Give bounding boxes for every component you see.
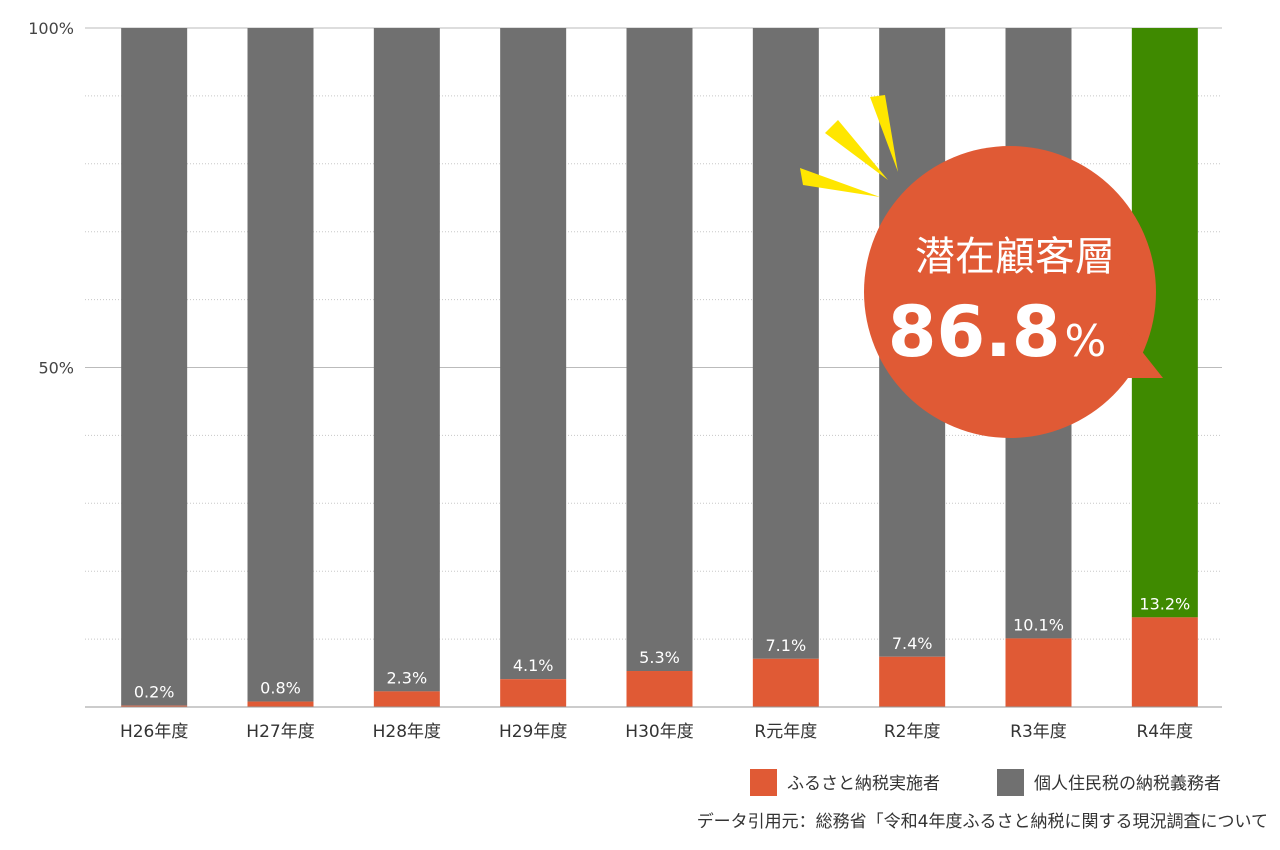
callout-title: 潜在顧客層 bbox=[915, 234, 1115, 280]
bar-segment-furusato bbox=[752, 658, 819, 707]
bar-segment-taxpayers bbox=[121, 28, 188, 706]
x-tick-label: R元年度 bbox=[754, 722, 817, 742]
callout-number: 86.8 bbox=[888, 291, 1061, 373]
legend: ふるさと納税実施者 個人住民税の納税義務者 bbox=[750, 769, 1221, 796]
data-label: 0.2% bbox=[134, 683, 175, 702]
data-label: 7.1% bbox=[766, 636, 807, 655]
x-tick-label: H28年度 bbox=[373, 722, 441, 742]
legend-swatch-furusato bbox=[750, 769, 777, 796]
data-label: 2.3% bbox=[387, 668, 428, 687]
spark-ray-3 bbox=[800, 168, 880, 197]
x-tick-label: H30年度 bbox=[625, 722, 693, 742]
bar-segment-taxpayers bbox=[626, 28, 693, 672]
x-tick-label: R2年度 bbox=[884, 722, 941, 742]
bars: 0.2% 0.8% 2.3% 4.1% 5.3% 7.1% 7.4% 10.1% 13.2% bbox=[121, 28, 1198, 707]
legend-label-furusato: ふるさと納税実施者 bbox=[787, 774, 940, 794]
x-tick-label: H26年度 bbox=[120, 722, 188, 742]
data-label: 10.1% bbox=[1013, 615, 1064, 634]
bar-segment-furusato bbox=[1131, 617, 1198, 707]
data-label: 5.3% bbox=[639, 648, 680, 667]
y-tick-label: 50% bbox=[38, 359, 74, 378]
bar-segment-furusato bbox=[879, 656, 946, 707]
bar-segment-furusato bbox=[247, 701, 314, 707]
bar-segment-furusato bbox=[121, 705, 188, 707]
spark-ray-1 bbox=[870, 95, 898, 172]
bar-segment-furusato bbox=[500, 679, 567, 707]
axes: 100% 50% H26年度 H27年度 H28年度 H29年度 H30年度 R元年度 R2年度… bbox=[28, 19, 1222, 742]
spark-ray-2 bbox=[825, 120, 888, 180]
x-tick-label: H29年度 bbox=[499, 722, 567, 742]
bar-segment-taxpayers bbox=[500, 28, 567, 680]
callout-bubble: 潜在顧客層 86.8% bbox=[800, 95, 1163, 438]
bar-segment-taxpayers bbox=[373, 28, 440, 692]
bar-segment-furusato bbox=[373, 691, 440, 707]
bar-segment-furusato bbox=[1005, 638, 1072, 707]
source-note: データ引用元：総務省「令和4年度ふるさと納税に関する現況調査について bbox=[697, 811, 1268, 832]
data-label: 0.8% bbox=[260, 679, 301, 698]
callout-circle bbox=[864, 146, 1156, 438]
y-tick-label: 100% bbox=[28, 19, 74, 38]
legend-label-taxpayers: 個人住民税の納税義務者 bbox=[1034, 774, 1221, 794]
callout-unit: % bbox=[1064, 316, 1106, 367]
data-label: 13.2% bbox=[1139, 594, 1190, 613]
bar-segment-taxpayers bbox=[247, 28, 314, 702]
bar-segment-taxpayers bbox=[752, 28, 819, 659]
data-label: 4.1% bbox=[513, 656, 554, 675]
x-tick-label: R4年度 bbox=[1137, 722, 1194, 742]
data-label: 7.4% bbox=[892, 634, 933, 653]
x-tick-label: H27年度 bbox=[246, 722, 314, 742]
callout-tail bbox=[1110, 330, 1163, 378]
x-tick-label: R3年度 bbox=[1010, 722, 1067, 742]
legend-swatch-taxpayers bbox=[997, 769, 1024, 796]
bar-segment-furusato bbox=[626, 671, 693, 707]
callout-value: 86.8% bbox=[888, 291, 1107, 373]
